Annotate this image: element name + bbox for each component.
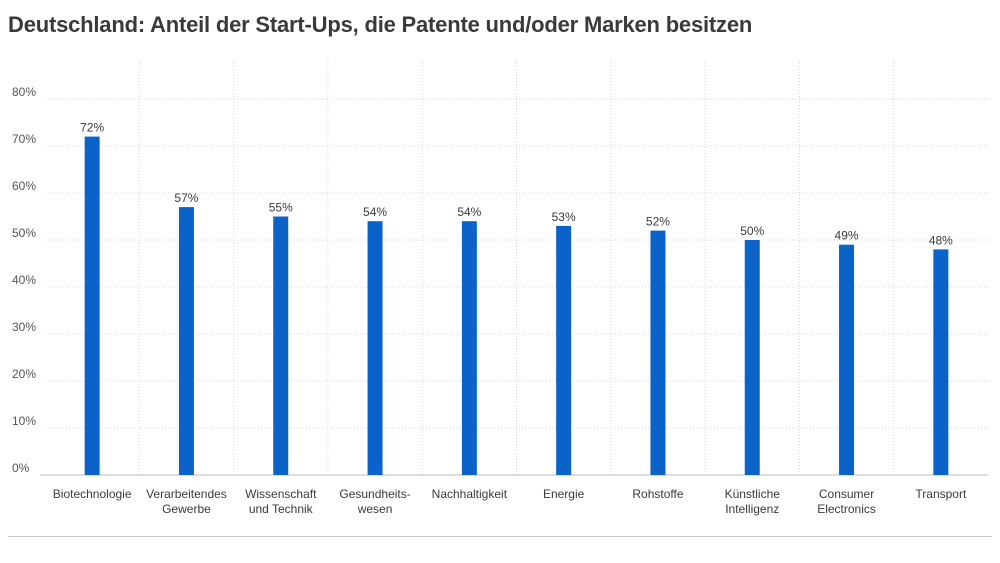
- data-label: 52%: [646, 215, 670, 229]
- x-tick-label: Künstliche: [725, 487, 781, 501]
- bar: [933, 249, 949, 475]
- x-tick-label: Rohstoffe: [632, 487, 683, 501]
- data-label: 57%: [174, 191, 198, 205]
- data-label: 53%: [552, 210, 576, 224]
- data-label: 54%: [457, 205, 481, 219]
- bar: [84, 136, 100, 475]
- chart-title: Deutschland: Anteil der Start-Ups, die P…: [8, 12, 753, 37]
- bar: [178, 207, 194, 475]
- data-label: 49%: [835, 229, 859, 243]
- x-tick-label: wesen: [357, 502, 393, 516]
- data-label: 55%: [269, 201, 293, 215]
- x-tick-label: und Technik: [249, 502, 314, 516]
- y-tick-label: 80%: [12, 85, 36, 99]
- x-tick-label: Gesundheits-: [339, 487, 410, 501]
- bar: [556, 225, 572, 475]
- data-label: 72%: [80, 121, 104, 135]
- x-tick-label: Nachhaltigkeit: [432, 487, 508, 501]
- data-label: 48%: [929, 233, 953, 247]
- x-tick-label: Transport: [915, 487, 967, 501]
- y-tick-label: 10%: [12, 414, 36, 428]
- x-tick-label: Verarbeitendes: [146, 487, 227, 501]
- bar: [839, 244, 855, 475]
- data-label: 54%: [363, 205, 387, 219]
- y-tick-label: 70%: [12, 132, 36, 146]
- bar: [744, 240, 760, 475]
- y-tick-label: 0%: [12, 461, 30, 475]
- x-tick-label: Electronics: [817, 502, 876, 516]
- x-tick-label: Gewerbe: [162, 502, 211, 516]
- x-tick-label: Intelligenz: [725, 502, 779, 516]
- bar: [367, 221, 383, 475]
- data-label: 50%: [740, 224, 764, 238]
- bar: [461, 221, 477, 475]
- y-tick-label: 60%: [12, 179, 36, 193]
- bar: [650, 230, 666, 475]
- x-tick-label: Energie: [543, 487, 585, 501]
- y-tick-label: 40%: [12, 273, 36, 287]
- y-tick-label: 30%: [12, 320, 36, 334]
- x-tick-label: Biotechnologie: [53, 487, 132, 501]
- x-tick-label: Wissenschaft: [245, 487, 317, 501]
- bar: [273, 216, 289, 475]
- footer-divider: [8, 536, 992, 537]
- y-tick-label: 20%: [12, 367, 36, 381]
- y-tick-label: 50%: [12, 226, 36, 240]
- x-tick-label: Consumer: [819, 487, 874, 501]
